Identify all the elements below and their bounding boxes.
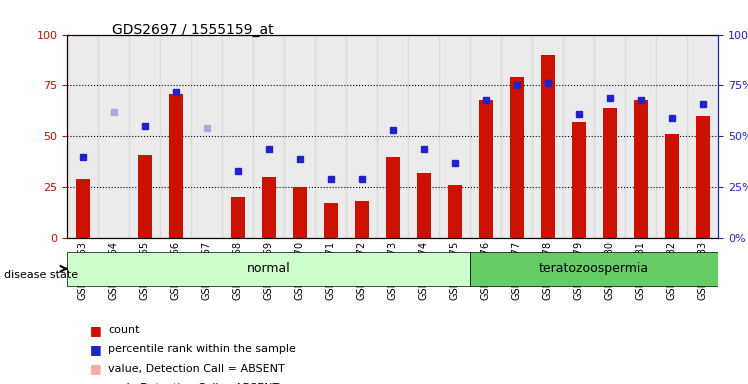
Bar: [262, 177, 276, 238]
Bar: [231, 197, 245, 238]
Bar: [594, 35, 625, 238]
Bar: [625, 35, 656, 238]
Bar: [634, 100, 648, 238]
Text: disease state: disease state: [4, 270, 78, 280]
Text: rank, Detection Call = ABSENT: rank, Detection Call = ABSENT: [108, 383, 280, 384]
Text: percentile rank within the sample: percentile rank within the sample: [108, 344, 296, 354]
Text: ■: ■: [90, 381, 102, 384]
Bar: [292, 187, 307, 238]
Bar: [386, 157, 399, 238]
Bar: [470, 35, 501, 238]
Text: teratozoospermia: teratozoospermia: [539, 262, 649, 275]
Bar: [315, 35, 346, 238]
Bar: [448, 185, 462, 238]
Bar: [532, 35, 563, 238]
Text: normal: normal: [247, 262, 291, 275]
Bar: [656, 35, 687, 238]
Text: ■: ■: [90, 324, 102, 337]
Text: ■: ■: [90, 343, 102, 356]
Text: GDS2697 / 1555159_at: GDS2697 / 1555159_at: [112, 23, 274, 37]
Bar: [687, 35, 718, 238]
Bar: [665, 134, 678, 238]
Bar: [377, 35, 408, 238]
Bar: [98, 35, 129, 238]
Bar: [346, 35, 377, 238]
Bar: [509, 77, 524, 238]
Bar: [191, 35, 222, 238]
Bar: [222, 35, 254, 238]
Text: count: count: [108, 325, 140, 335]
FancyBboxPatch shape: [67, 252, 470, 286]
Bar: [129, 35, 160, 238]
Bar: [417, 173, 431, 238]
Bar: [603, 108, 616, 238]
Bar: [408, 35, 439, 238]
Bar: [76, 179, 90, 238]
Bar: [284, 35, 315, 238]
Bar: [541, 55, 554, 238]
Bar: [696, 116, 710, 238]
Bar: [160, 35, 191, 238]
Bar: [169, 94, 183, 238]
Bar: [563, 35, 594, 238]
Bar: [324, 204, 337, 238]
Bar: [439, 35, 470, 238]
Bar: [355, 202, 369, 238]
FancyBboxPatch shape: [470, 252, 718, 286]
Bar: [254, 35, 284, 238]
Bar: [67, 35, 98, 238]
Text: ■: ■: [90, 362, 102, 375]
Bar: [571, 122, 586, 238]
Bar: [501, 35, 532, 238]
Text: value, Detection Call = ABSENT: value, Detection Call = ABSENT: [108, 364, 285, 374]
Bar: [479, 100, 493, 238]
Bar: [138, 155, 152, 238]
